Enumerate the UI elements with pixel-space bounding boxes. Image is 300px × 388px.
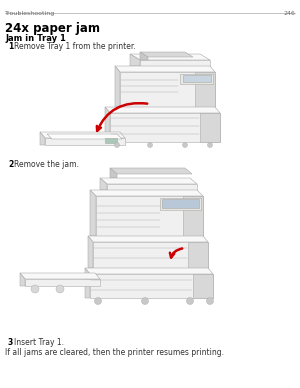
Text: If all jams are cleared, then the printer resumes printing.: If all jams are cleared, then the printe… (5, 348, 224, 357)
Polygon shape (193, 274, 213, 298)
Polygon shape (100, 178, 197, 184)
Text: Insert Tray 1.: Insert Tray 1. (14, 338, 64, 347)
Text: Remove Tray 1 from the printer.: Remove Tray 1 from the printer. (14, 42, 136, 51)
Polygon shape (20, 273, 25, 286)
Polygon shape (183, 196, 203, 236)
Circle shape (115, 142, 119, 147)
Polygon shape (45, 138, 125, 145)
Polygon shape (183, 75, 211, 82)
Text: 3: 3 (8, 338, 13, 347)
Polygon shape (130, 54, 210, 60)
Text: Jam in Tray 1: Jam in Tray 1 (5, 34, 66, 43)
Circle shape (142, 298, 148, 305)
Polygon shape (188, 242, 208, 268)
Polygon shape (90, 190, 96, 236)
Polygon shape (100, 178, 107, 190)
Polygon shape (120, 72, 215, 107)
Polygon shape (110, 168, 117, 178)
Polygon shape (90, 190, 203, 196)
Polygon shape (105, 138, 117, 143)
Polygon shape (85, 268, 213, 274)
Polygon shape (110, 168, 192, 174)
Polygon shape (162, 199, 199, 208)
Polygon shape (40, 132, 45, 145)
Polygon shape (93, 242, 208, 268)
Polygon shape (140, 52, 148, 60)
Polygon shape (90, 274, 213, 298)
Circle shape (187, 298, 194, 305)
Polygon shape (180, 74, 213, 84)
Polygon shape (40, 132, 125, 138)
Text: 2: 2 (8, 160, 13, 169)
Polygon shape (140, 60, 210, 66)
Circle shape (206, 298, 214, 305)
Polygon shape (115, 66, 120, 107)
Circle shape (56, 285, 64, 293)
Polygon shape (195, 72, 215, 107)
Text: Remove the jam.: Remove the jam. (14, 160, 79, 169)
Polygon shape (130, 54, 140, 66)
Polygon shape (25, 279, 100, 286)
Text: Troubleshooting: Troubleshooting (5, 11, 55, 16)
Polygon shape (88, 236, 208, 242)
Text: 24x paper jam: 24x paper jam (5, 22, 100, 35)
Circle shape (208, 142, 212, 147)
Polygon shape (160, 198, 201, 210)
Circle shape (31, 285, 39, 293)
Polygon shape (88, 236, 93, 268)
Polygon shape (85, 268, 90, 298)
Circle shape (148, 142, 152, 147)
Polygon shape (110, 113, 220, 142)
Polygon shape (200, 113, 220, 142)
Polygon shape (107, 184, 197, 190)
Polygon shape (105, 107, 220, 113)
Polygon shape (47, 134, 122, 139)
Circle shape (94, 298, 101, 305)
Polygon shape (96, 196, 203, 236)
Polygon shape (115, 66, 215, 72)
Polygon shape (140, 52, 193, 57)
Text: 246: 246 (283, 11, 295, 16)
Text: 1: 1 (8, 42, 13, 51)
Polygon shape (105, 107, 110, 142)
Circle shape (182, 142, 188, 147)
Polygon shape (20, 273, 100, 279)
